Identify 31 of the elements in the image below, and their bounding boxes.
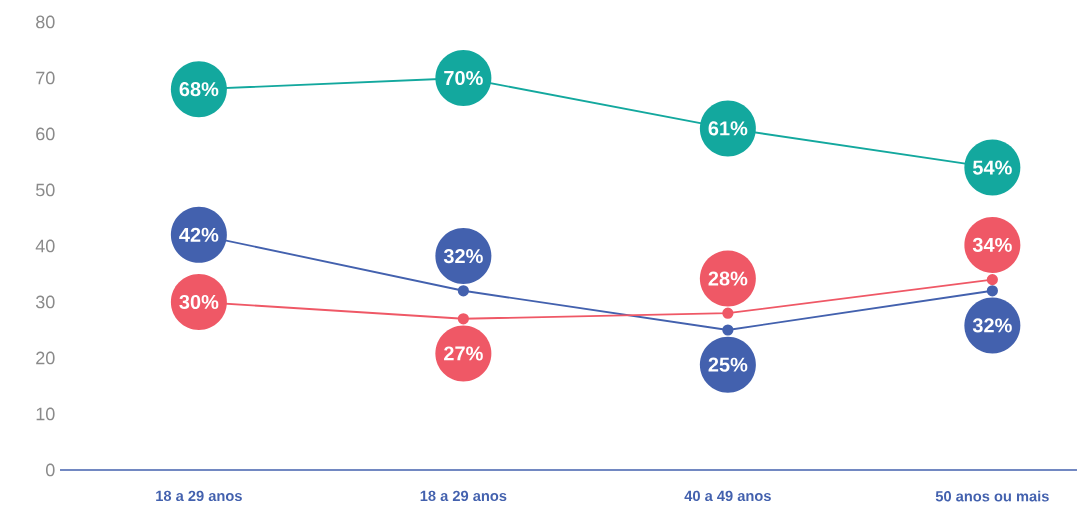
y-tick-label: 50 (35, 183, 55, 197)
point (986, 285, 998, 297)
data-label: 61% (708, 121, 748, 136)
y-tick-label: 60 (36, 127, 55, 141)
y-tick-label: 10 (36, 407, 55, 421)
data-label: 32% (443, 249, 483, 264)
y-tick-label: 30 (35, 295, 55, 309)
point (722, 307, 734, 319)
y-tick-label: 20 (36, 351, 55, 365)
data-label: 32% (972, 318, 1012, 333)
data-label: 68% (179, 82, 219, 97)
y-tick-label: 0 (46, 463, 55, 477)
y-tick-label: 80 (36, 15, 55, 29)
x-tick-label: 18 a 29 anos (156, 490, 242, 502)
x-tick-label: 50 anos ou mais (935, 490, 1049, 502)
data-label: 54% (972, 160, 1012, 175)
data-label: 70% (444, 70, 483, 86)
data-label: 27% (444, 346, 483, 361)
y-tick-label: 40 (35, 239, 55, 253)
data-label: 34% (972, 237, 1012, 253)
data-label: 42% (179, 227, 219, 242)
point (722, 324, 734, 336)
x-tick-label: 18 a 29 anos (420, 490, 507, 502)
point (457, 285, 469, 297)
data-label: 25% (708, 357, 748, 372)
point (986, 273, 998, 286)
data-label: 30% (179, 294, 219, 310)
x-tick-label: 40 a 49 anos (684, 490, 771, 502)
y-tick-label: 70 (36, 71, 55, 85)
data-label: 28% (708, 271, 748, 286)
point (457, 313, 469, 325)
